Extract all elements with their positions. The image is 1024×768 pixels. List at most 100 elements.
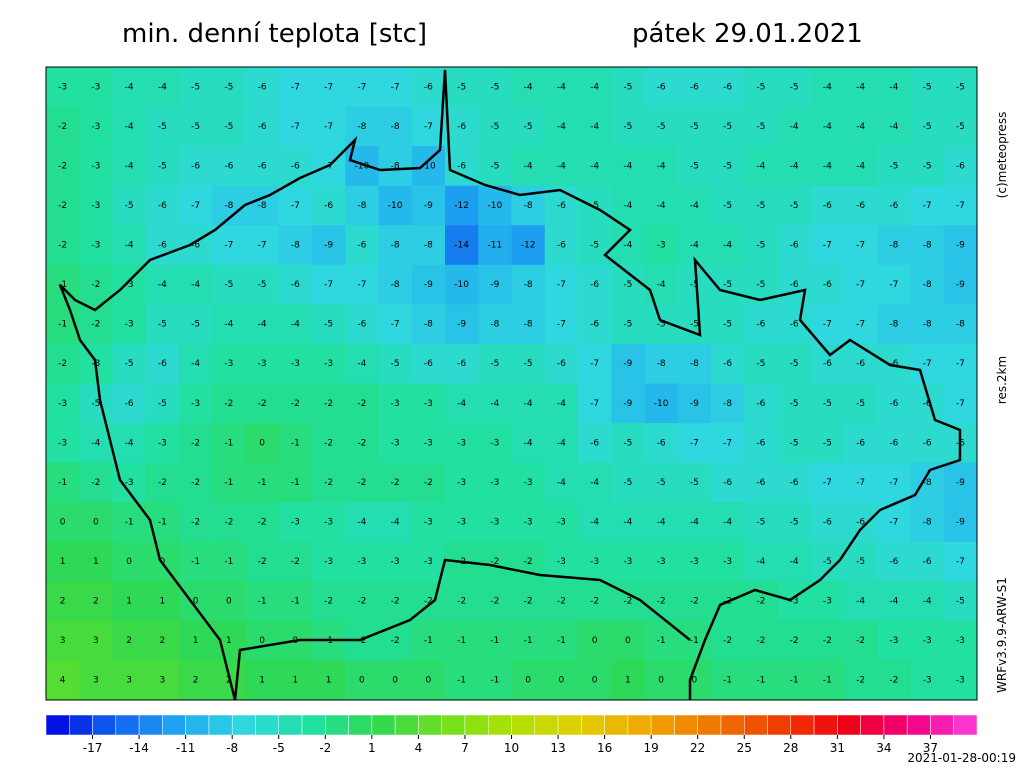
cell-value: -4 (158, 280, 167, 290)
cell-value: 3 (93, 636, 99, 646)
cell (877, 383, 911, 424)
cell (711, 660, 745, 701)
cell-value: -5 (923, 82, 932, 92)
cell (478, 264, 512, 305)
cell-value: -8 (923, 280, 932, 290)
cell-value: -8 (923, 478, 932, 488)
cell (212, 304, 246, 345)
cell-value: -2 (191, 478, 200, 488)
colorbar-box (813, 714, 838, 736)
cell-value: -3 (58, 438, 67, 448)
cell-value: -6 (557, 359, 566, 369)
cell (79, 462, 113, 503)
cell (478, 502, 512, 543)
cell (711, 304, 745, 345)
cell-value: -6 (424, 359, 433, 369)
cell (810, 620, 845, 661)
cell (877, 660, 911, 701)
cell-value: -9 (956, 478, 965, 488)
cell-value: -1 (258, 597, 267, 607)
cell (445, 620, 479, 661)
cell-value: -5 (623, 320, 632, 330)
colorbar-tick-label: -17 (83, 741, 103, 755)
cell-value: -3 (524, 478, 533, 488)
cell (744, 462, 778, 503)
cell-value: -7 (324, 82, 333, 92)
cell (212, 146, 246, 187)
cell (511, 502, 546, 543)
cell-value: -11 (488, 241, 503, 251)
cell (943, 462, 978, 503)
cell (411, 185, 446, 226)
cell-value: -5 (490, 122, 499, 132)
cell-value: -6 (856, 517, 865, 527)
cell-value: -5 (623, 478, 632, 488)
cell-value: -3 (324, 557, 333, 567)
cell-value: -5 (224, 82, 233, 92)
colorbar-box (581, 714, 605, 736)
cell (411, 67, 446, 108)
colorbar-box (115, 714, 140, 736)
cell (644, 343, 679, 384)
cell-value: -7 (923, 359, 932, 369)
cell-value: -4 (590, 161, 599, 171)
cell-value: -6 (590, 280, 599, 290)
cell-value: 0 (559, 676, 565, 686)
cell-value: -3 (723, 557, 732, 567)
cell (711, 620, 745, 661)
cell (345, 106, 379, 147)
cell (711, 343, 745, 384)
cell (744, 581, 778, 622)
cell-value: -4 (524, 161, 533, 171)
cell (777, 146, 812, 187)
cell-value: -6 (357, 241, 366, 251)
cell-value: -2 (357, 438, 366, 448)
cell-value: 1 (93, 557, 99, 567)
cell-value: -2 (91, 320, 100, 330)
cell-value: -4 (856, 82, 865, 92)
cell (212, 264, 246, 305)
cell (112, 581, 147, 622)
cell (544, 423, 579, 464)
cell (79, 304, 113, 345)
cell-value: -9 (690, 399, 699, 409)
cell-value: -7 (391, 82, 400, 92)
cell (943, 67, 978, 108)
cell (611, 146, 645, 187)
cell-value: -4 (557, 82, 566, 92)
cell-value: -3 (424, 399, 433, 409)
cell (478, 343, 512, 384)
cell-value: -10 (421, 161, 436, 171)
cell-value: -5 (956, 122, 965, 132)
cell-value: -3 (324, 517, 333, 527)
cell-value: -6 (258, 82, 267, 92)
cell-value: -2 (856, 636, 865, 646)
cell (278, 106, 313, 147)
cell-value: -6 (756, 399, 765, 409)
cell-value: -5 (258, 280, 267, 290)
cell-value: -1 (125, 517, 134, 527)
cell-value: -3 (91, 161, 100, 171)
cell-value: -3 (956, 676, 965, 686)
cell-value: -3 (258, 359, 267, 369)
cell-value: -2 (457, 597, 466, 607)
cell-value: -7 (590, 399, 599, 409)
cell (777, 660, 812, 701)
cell-value: -3 (557, 517, 566, 527)
cell-value: -3 (191, 399, 200, 409)
colorbar-tick-label: 19 (644, 741, 659, 755)
cell-value: -6 (357, 320, 366, 330)
cell (46, 106, 80, 147)
cell-value: -5 (823, 399, 832, 409)
cell-value: -3 (125, 478, 134, 488)
cell (677, 67, 712, 108)
cell-value: -4 (557, 122, 566, 132)
colorbar-box (767, 714, 792, 736)
cell (79, 185, 113, 226)
cell (511, 67, 546, 108)
cell (777, 581, 812, 622)
cell-value: -5 (158, 161, 167, 171)
cell-value: -5 (956, 82, 965, 92)
cell (411, 383, 446, 424)
cell (46, 383, 80, 424)
